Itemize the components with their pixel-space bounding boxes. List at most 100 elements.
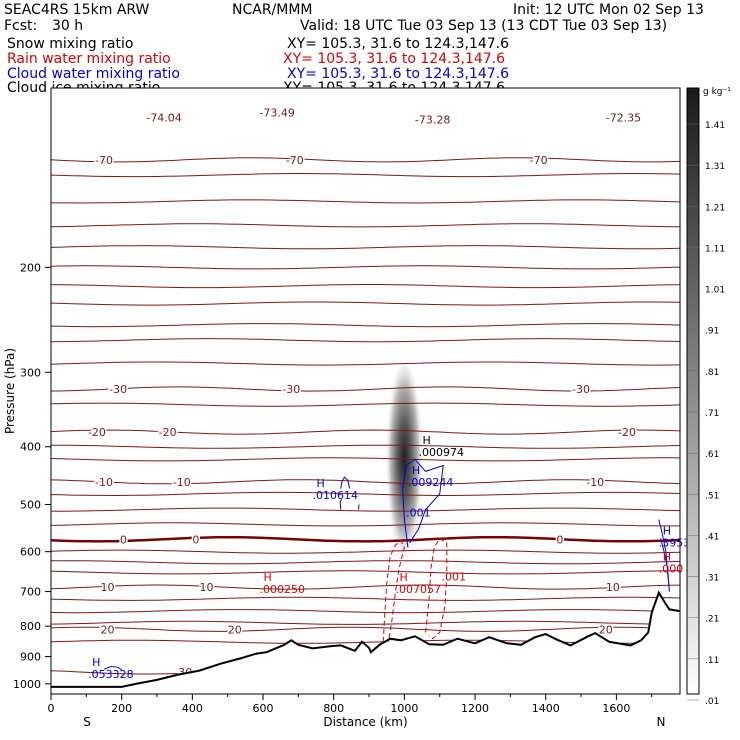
plot-frame — [50, 87, 681, 695]
max-label: H.010614 — [312, 477, 358, 502]
isotherm-line — [51, 491, 680, 497]
isotherm-label: -30 — [109, 383, 127, 396]
max-label: H.3953 — [659, 525, 691, 550]
max-label: .001 — [441, 570, 466, 583]
max-label: H.000250 — [259, 571, 305, 596]
isotherm-line — [51, 338, 680, 343]
temperature-extreme-label: -73.49 — [259, 107, 294, 120]
x-axis-label: Distance (km) — [323, 715, 407, 729]
isotherm-label: 10 — [606, 581, 620, 594]
isotherm--20 — [51, 429, 680, 435]
max-label: H.053328 — [88, 656, 134, 681]
center-name: NCAR/MMM — [232, 2, 313, 18]
cloud-water-contour — [340, 476, 351, 489]
max-value: .053328 — [88, 668, 134, 681]
x-tick-label: 1000 — [390, 702, 418, 715]
max-marker: H — [663, 525, 671, 538]
isotherm-line — [51, 620, 680, 625]
isotherm-label: -70 — [530, 154, 548, 167]
isotherm-label: 10 — [101, 581, 115, 594]
isotherm-20 — [51, 626, 680, 632]
cloud-water-contour — [339, 499, 342, 510]
isotherm-line — [51, 507, 680, 512]
max-label: H.009244 — [408, 464, 454, 489]
max-value: .3953 — [659, 537, 691, 550]
colorbar-label: 1.31 — [705, 162, 725, 172]
snow-shading — [384, 363, 424, 577]
field-name-cloud-water: Cloud water mixing ratio — [7, 66, 180, 82]
isotherm-label: -10 — [95, 476, 113, 489]
isotherm--10 — [51, 479, 680, 485]
field-name-snow: Snow mixing ratio — [7, 36, 134, 52]
y-axis-label: Pressure (hPa) — [3, 348, 17, 434]
y-tick-label: 900 — [20, 651, 41, 664]
x-end-label-left: S — [83, 715, 91, 729]
isotherm-line — [51, 457, 680, 462]
max-value: .000250 — [259, 583, 305, 596]
isotherm-line — [51, 284, 680, 289]
max-value: .010614 — [312, 489, 358, 502]
colorbar-label: .91 — [705, 327, 719, 337]
x-tick-label: 400 — [182, 702, 203, 715]
colorbar-label: .31 — [705, 574, 719, 584]
isotherm-label: -20 — [88, 426, 106, 439]
cloud-water-contour — [103, 665, 122, 671]
max-value: .001 — [441, 570, 466, 583]
isotherm-line — [51, 522, 680, 527]
forecast-label: Fcst: — [4, 18, 38, 34]
isotherm-label: 0 — [556, 533, 563, 546]
colorbar-label: .11 — [705, 656, 719, 666]
isotherm-line — [51, 596, 680, 601]
isotherm-line — [51, 549, 680, 554]
isotherm-label: -30 — [282, 383, 300, 396]
rain-water-contour — [425, 537, 448, 640]
isotherm-label: -20 — [159, 426, 177, 439]
max-label: H.000974 — [419, 434, 465, 459]
temperature-extreme-label: -72.35 — [606, 111, 641, 124]
colorbar-unit: g kg⁻¹ — [703, 87, 731, 97]
y-tick-label: 300 — [20, 366, 41, 379]
field-xy-snow: XY= 105.3, 31.6 to 124.3,147.6 — [287, 36, 510, 52]
isotherm-line — [51, 361, 680, 366]
isotherm-label: 20 — [228, 623, 242, 636]
y-tick-label: 600 — [20, 546, 41, 559]
max-marker: H — [316, 477, 324, 490]
field-xy-rain: XY= 105.3, 31.6 to 124.3,147.6 — [283, 51, 506, 67]
y-tick-label: 500 — [20, 498, 41, 511]
max-marker: H — [92, 656, 100, 669]
max-label: H.007057 — [396, 571, 442, 596]
isotherm-label: -10 — [586, 476, 604, 489]
x-tick-label: 600 — [253, 702, 274, 715]
field-xy-cloud-water: XY= 105.3, 31.6 to 124.3,147.6 — [287, 66, 510, 82]
x-tick-label: 800 — [323, 702, 344, 715]
isotherm-label: 10 — [199, 581, 213, 594]
max-marker: H — [263, 571, 271, 584]
max-value: .007057 — [396, 583, 442, 596]
isotherm-label: 0 — [120, 533, 127, 546]
model-title: SEAC4RS 15km ARW — [4, 2, 150, 18]
max-value: .001 — [406, 507, 431, 520]
x-tick-label: 200 — [111, 702, 132, 715]
isotherm-line — [51, 560, 680, 565]
x-tick-label: 0 — [48, 702, 55, 715]
isotherm-line — [51, 402, 680, 407]
colorbar-scale — [686, 87, 700, 695]
max-value: .000 — [659, 562, 684, 575]
colorbar-label: .71 — [705, 409, 719, 419]
isotherm--70 — [51, 157, 680, 163]
max-label: .001 — [406, 507, 431, 520]
colorbar-label: .21 — [705, 615, 719, 625]
colorbar-label: 1.41 — [705, 121, 725, 131]
y-tick-label: 800 — [20, 620, 41, 633]
colorbar-label: .61 — [705, 450, 719, 460]
temperature-extreme-label: -74.04 — [146, 111, 181, 124]
cloud-water-contour — [658, 519, 670, 592]
colorbar-label: .01 — [705, 697, 719, 707]
y-tick-label: 200 — [20, 261, 41, 274]
max-marker: H — [423, 434, 431, 447]
isotherm-0 — [51, 535, 680, 543]
forecast-hours: 30 h — [52, 18, 84, 34]
colorbar-label: 1.21 — [705, 203, 725, 213]
isotherm-label: 20 — [101, 623, 115, 636]
